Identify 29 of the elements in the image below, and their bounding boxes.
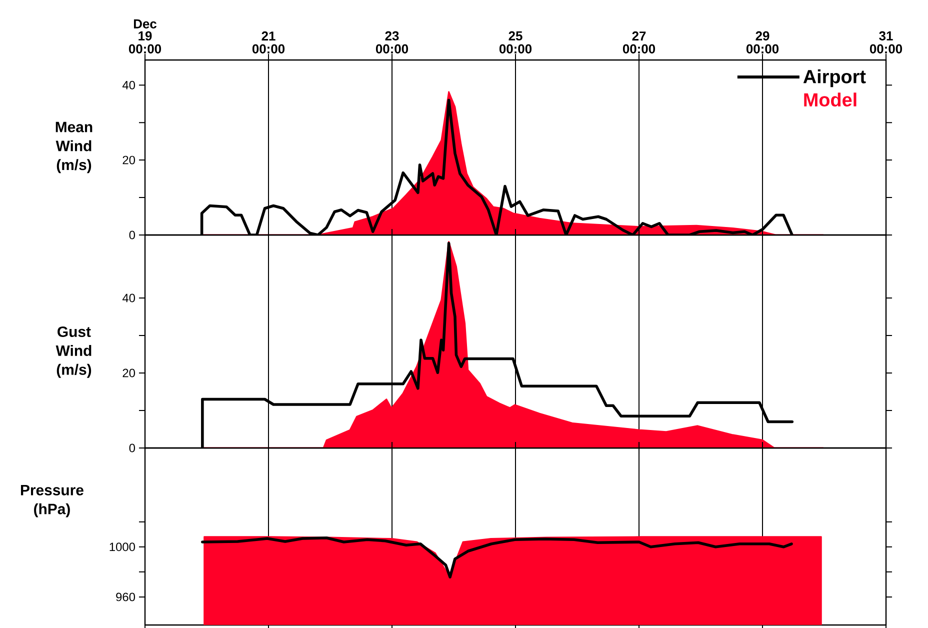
x-tick-label: 21 bbox=[262, 31, 276, 40]
y-tick-label: 40 bbox=[122, 80, 136, 90]
x-tick-label: 19 bbox=[138, 31, 152, 40]
text: Model bbox=[804, 92, 856, 107]
x-tick-label: 27 bbox=[632, 31, 646, 40]
text: 00:00 bbox=[376, 44, 408, 54]
line-series bbox=[201, 536, 793, 578]
y-tick-label: 960 bbox=[116, 592, 136, 602]
y-tick-label: 20 bbox=[122, 156, 136, 164]
y-tick-label: 40 bbox=[122, 294, 136, 302]
y-tick-label: 1000 bbox=[110, 542, 136, 552]
text: 00:00 bbox=[252, 44, 285, 54]
y-axis-title: Pressure (hPa) bbox=[20, 484, 84, 518]
text: 00:00 bbox=[622, 44, 656, 54]
y-tick-label: 0 bbox=[129, 230, 136, 240]
text: 00:00 bbox=[870, 44, 902, 54]
x-tick-label: 25 bbox=[508, 31, 522, 40]
y-axis-title: Mean Wind (m/s) bbox=[56, 122, 92, 174]
x-tick-label: 23 bbox=[385, 31, 399, 40]
y-tick-label: 20 bbox=[122, 368, 136, 378]
legend-label: Airport bbox=[803, 69, 866, 88]
y-tick-label: 0 bbox=[129, 444, 136, 452]
x-tick-label: 31 bbox=[879, 31, 893, 40]
x-tick-label: 29 bbox=[756, 31, 770, 40]
x-axis-title: Dec bbox=[134, 19, 156, 28]
text: 00:00 bbox=[746, 44, 779, 54]
y-axis-title: Gust Wind (m/s) bbox=[56, 326, 92, 378]
text: 00:00 bbox=[128, 44, 162, 54]
text: 00:00 bbox=[499, 44, 532, 54]
